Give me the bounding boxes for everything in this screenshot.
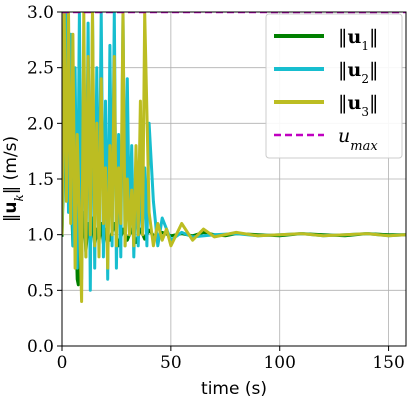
x-axis-label: time (s) (201, 379, 267, 399)
x-tick-label: 0 (57, 353, 68, 373)
x-tick-label: 150 (372, 353, 404, 373)
y-tick-label: 2.0 (27, 114, 54, 134)
legend-label-u3: ‖u3‖ (338, 92, 378, 119)
legend-box (265, 13, 403, 159)
x-tick-label: 100 (263, 353, 295, 373)
plot-area (62, 12, 406, 303)
plot-series-group (62, 12, 406, 303)
legend-label-umax: umax (338, 125, 378, 154)
legend-label-u2: ‖u2‖ (338, 59, 378, 86)
y-tick-label: 3.0 (27, 3, 54, 23)
y-tick-label: 1.0 (27, 226, 54, 246)
y-label-vector: u (1, 202, 21, 214)
legend-label-u1: ‖u1‖ (338, 26, 378, 53)
y-label-norm-open: ‖ (1, 214, 21, 223)
y-axis-label: ‖uk‖ (m/s) (1, 136, 26, 222)
y-tick-label: 2.5 (27, 59, 54, 79)
y-tick-label: 1.5 (27, 170, 54, 190)
series-line-u3 (62, 12, 406, 303)
y-label-norm-close-units: ‖ (m/s) (1, 136, 21, 194)
legend: ‖u1‖ ‖u2‖ ‖u3‖ umax (265, 13, 403, 159)
y-tick-label: 0.0 (27, 337, 54, 357)
ticks: 0 50 100 150 0.0 0.5 1.0 1.5 2.0 2.5 3.0 (27, 3, 405, 373)
y-label-subscript: k (12, 194, 26, 201)
x-tick-label: 50 (160, 353, 182, 373)
y-tick-label: 0.5 (27, 281, 54, 301)
